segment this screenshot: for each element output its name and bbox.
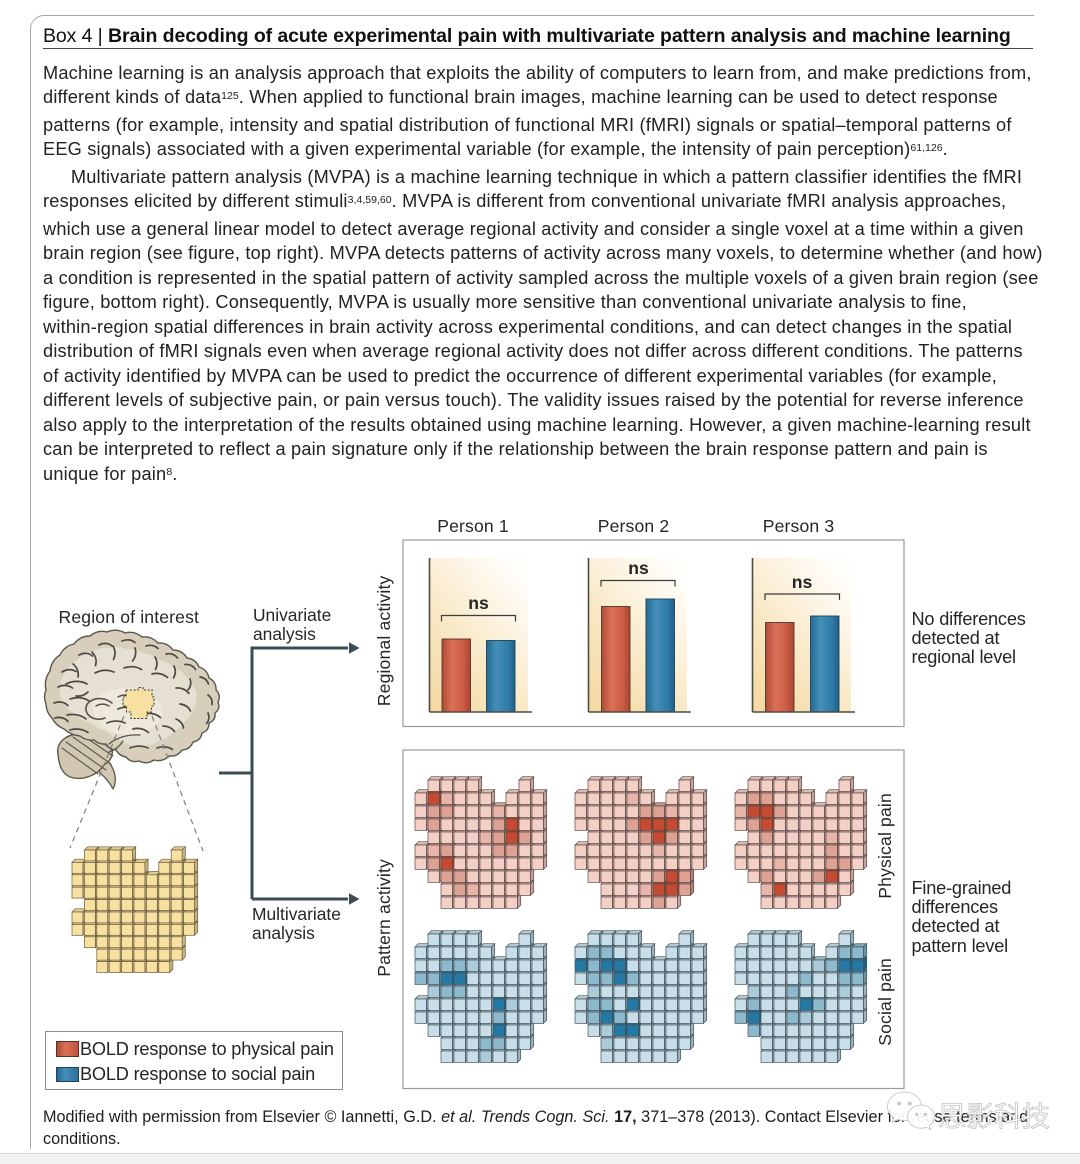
svg-text:思影科技: 思影科技 xyxy=(938,1101,1050,1132)
